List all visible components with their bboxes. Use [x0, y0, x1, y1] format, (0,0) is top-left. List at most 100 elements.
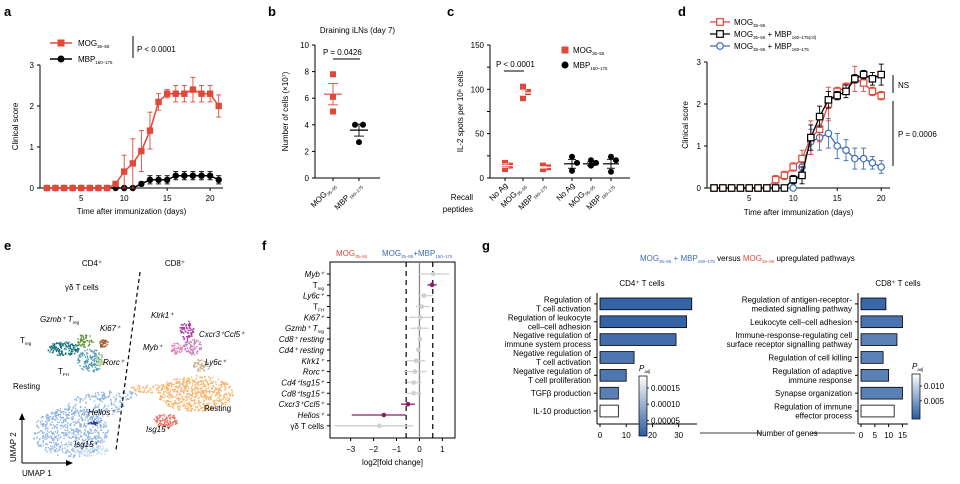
umap-cell: [79, 401, 81, 403]
umap-cell: [92, 408, 95, 410]
umap-cell: [231, 389, 233, 391]
data-point: [155, 98, 162, 106]
umap-cell: [50, 424, 53, 426]
umap-cell: [181, 388, 183, 390]
umap-cell: [89, 431, 91, 433]
umap-cell: [177, 380, 180, 383]
umap-cell: [99, 424, 102, 427]
umap-cell: [51, 348, 53, 350]
umap-cell: [74, 436, 77, 439]
umap-cell: [188, 378, 191, 380]
data-point: [859, 70, 868, 79]
umap-cell: [82, 340, 84, 343]
umap-cell: [186, 340, 189, 342]
umap-cell: [99, 445, 102, 447]
umap-cell: [223, 393, 226, 396]
umap-cell: [93, 447, 96, 449]
umap-cell: [172, 344, 174, 347]
data-point: [789, 184, 798, 192]
umap-cell: [174, 420, 177, 422]
umap-cell: [189, 341, 192, 343]
umap-cell: [102, 394, 104, 397]
panel-letter-d: d: [678, 4, 686, 19]
label-subscript: FH: [318, 308, 324, 313]
umap-cell: [49, 346, 51, 348]
umap-cell: [52, 446, 54, 448]
umap-cell: [130, 396, 133, 398]
umap-cell: [101, 341, 103, 344]
data-point: [877, 91, 886, 100]
umap-cell: [74, 398, 76, 401]
umap-cell: [166, 386, 168, 389]
umap-cell: [55, 350, 58, 352]
umap-cell: [71, 409, 73, 411]
umap-cell: [75, 403, 77, 406]
data-point: [103, 184, 111, 192]
umap-cell: [90, 448, 93, 450]
umap-cell: [177, 343, 180, 345]
umap-cell: [166, 416, 168, 419]
umap-cell: [198, 404, 201, 406]
umap-cell: [192, 328, 195, 330]
umap-cell: [179, 378, 181, 380]
umap-cell: [87, 358, 89, 361]
data-point: [833, 91, 842, 100]
umap-cell: [178, 402, 180, 404]
umap-cell: [93, 362, 96, 365]
data-point: [138, 180, 145, 188]
legend-marker: [716, 30, 724, 38]
umap-cell: [97, 368, 99, 371]
umap-cell: [205, 398, 208, 401]
umap2-arrow: [19, 413, 25, 420]
umap-cell: [156, 417, 158, 419]
umap-cell: [178, 392, 181, 395]
umap-cell: [51, 421, 53, 423]
umap-cell: [203, 360, 205, 362]
umap-cell: [202, 392, 204, 394]
umap-cell: [118, 410, 120, 413]
umap-cell: [156, 420, 158, 423]
row-label: Ly6c⁺: [303, 292, 325, 301]
umap-cell: [187, 350, 190, 352]
umap-cell: [99, 412, 102, 414]
data-point: [754, 184, 762, 192]
umap-cell: [84, 419, 87, 421]
umap-cell: [73, 450, 76, 453]
fold-change-point: [429, 282, 435, 288]
umap-cell: [85, 365, 87, 368]
umap-cell: [98, 420, 100, 422]
umap-cell: [164, 422, 166, 424]
sem-bar: [587, 161, 595, 167]
umap-cell: [61, 432, 63, 434]
umap-cell: [192, 350, 194, 353]
umap-cell: [159, 416, 161, 419]
umap-cell: [168, 403, 170, 405]
umap-cell: [84, 406, 86, 409]
subplot-title: CD4⁺ T cells: [619, 279, 664, 288]
umap-cell: [53, 446, 56, 448]
umap-cell: [46, 443, 48, 446]
umap-cell: [172, 403, 175, 405]
umap-cell: [102, 397, 104, 400]
umap-cell: [110, 402, 113, 404]
data-point: [112, 180, 119, 188]
umap-cell: [92, 352, 95, 354]
umap-cell: [87, 449, 90, 452]
umap-cell: [74, 407, 77, 410]
umap-cell: [189, 404, 191, 406]
umap-cell: [79, 430, 82, 432]
umap-cell: [181, 390, 183, 392]
umap-cell: [94, 363, 97, 366]
umap-cell: [94, 424, 97, 426]
umap-cell: [88, 453, 90, 455]
umap-cell: [55, 444, 57, 446]
umap-cell: [96, 440, 99, 442]
x-tick-label: 10: [884, 431, 893, 440]
data-point: [868, 87, 877, 96]
umap-cell: [98, 352, 100, 354]
umap-cell: [90, 429, 93, 432]
umap-cell: [77, 362, 79, 364]
umap-cell: [94, 428, 97, 431]
panel-letter-f: f: [262, 238, 267, 253]
umap-cell: [44, 436, 46, 439]
